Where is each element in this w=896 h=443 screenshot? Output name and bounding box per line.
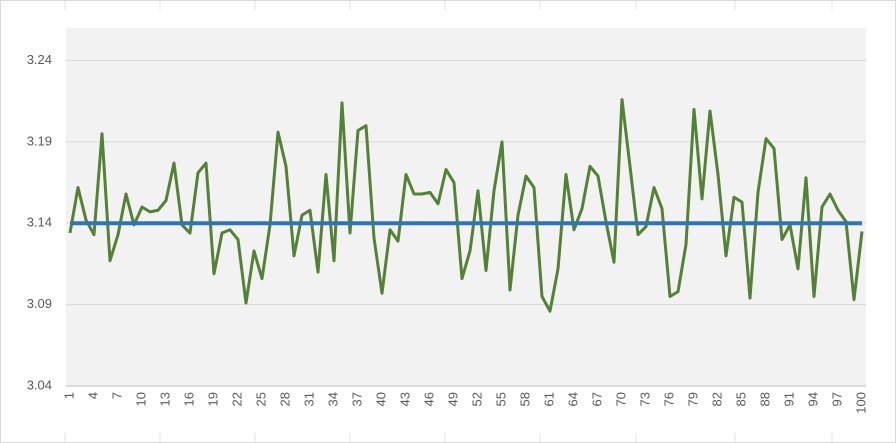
- x-tick-label: 13: [157, 392, 172, 406]
- sheet-cells: [64, 0, 833, 443]
- x-tick-label: 40: [373, 392, 388, 406]
- x-tick-label: 97: [829, 392, 844, 406]
- y-tick-label: 3.04: [27, 377, 52, 392]
- x-tick-label: 58: [517, 392, 532, 406]
- y-tick-label: 3.09: [27, 296, 52, 311]
- x-tick-label: 79: [685, 392, 700, 406]
- x-tick-label: 76: [661, 392, 676, 406]
- x-tick-label: 28: [277, 392, 292, 406]
- x-tick-label: 31: [301, 392, 316, 406]
- x-tick-label: 82: [709, 392, 724, 406]
- x-tick-label: 19: [205, 392, 220, 406]
- x-tick-label: 61: [541, 392, 556, 406]
- y-tick-label: 3.24: [27, 52, 52, 67]
- x-tick-label: 46: [421, 392, 436, 406]
- x-tick-label: 52: [469, 392, 484, 406]
- x-tick-label: 16: [181, 392, 196, 406]
- x-tick-label: 4: [85, 392, 100, 399]
- x-tick-label: 25: [253, 392, 268, 406]
- x-tick-label: 67: [589, 392, 604, 406]
- x-tick-label: 1: [61, 392, 76, 399]
- x-tick-label: 91: [781, 392, 796, 406]
- x-tick-label: 55: [493, 392, 508, 406]
- x-tick-label: 49: [445, 392, 460, 406]
- y-tick-label: 3.14: [27, 215, 52, 230]
- x-tick-label: 43: [397, 392, 412, 406]
- x-tick-label: 88: [757, 392, 772, 406]
- series-line: [68, 98, 864, 313]
- y-tick-label: 3.19: [27, 133, 52, 148]
- x-tick-label: 94: [805, 392, 820, 406]
- x-tick-label: 100: [853, 392, 868, 414]
- x-tick-label: 85: [733, 392, 748, 406]
- x-tick-label: 70: [613, 392, 628, 406]
- x-tick-label: 7: [109, 392, 124, 399]
- x-tick-label: 37: [349, 392, 364, 406]
- x-tick-label: 22: [229, 392, 244, 406]
- x-tick-label: 73: [637, 392, 652, 406]
- x-tick-label: 10: [133, 392, 148, 406]
- x-tick-label: 34: [325, 392, 340, 406]
- x-tick-label: 64: [565, 392, 580, 406]
- plot-area: [66, 28, 866, 386]
